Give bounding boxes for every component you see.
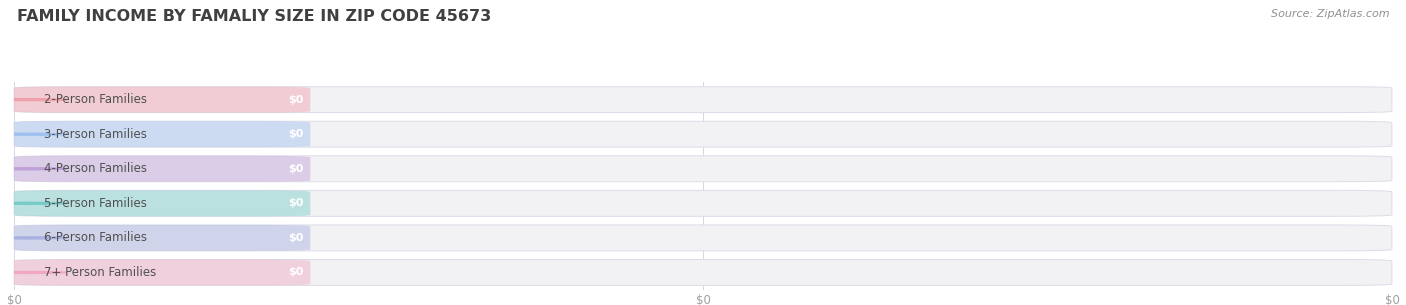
FancyBboxPatch shape bbox=[14, 156, 311, 182]
Text: 2-Person Families: 2-Person Families bbox=[45, 93, 148, 106]
FancyBboxPatch shape bbox=[14, 190, 311, 216]
Text: 7+ Person Families: 7+ Person Families bbox=[45, 266, 156, 279]
Text: $0: $0 bbox=[288, 267, 304, 278]
Text: $0: $0 bbox=[288, 233, 304, 243]
FancyBboxPatch shape bbox=[14, 260, 1392, 285]
Text: $0: $0 bbox=[288, 164, 304, 174]
Circle shape bbox=[0, 168, 67, 170]
Text: 6-Person Families: 6-Person Families bbox=[45, 231, 148, 244]
Text: $0: $0 bbox=[288, 129, 304, 139]
FancyBboxPatch shape bbox=[14, 190, 1392, 216]
FancyBboxPatch shape bbox=[14, 260, 311, 285]
Text: 5-Person Families: 5-Person Families bbox=[45, 197, 148, 210]
FancyBboxPatch shape bbox=[14, 225, 311, 251]
Circle shape bbox=[0, 99, 67, 101]
Text: 4-Person Families: 4-Person Families bbox=[45, 162, 148, 175]
Circle shape bbox=[0, 202, 67, 204]
FancyBboxPatch shape bbox=[14, 225, 1392, 251]
Text: FAMILY INCOME BY FAMALIY SIZE IN ZIP CODE 45673: FAMILY INCOME BY FAMALIY SIZE IN ZIP COD… bbox=[17, 9, 491, 24]
Circle shape bbox=[0, 271, 67, 274]
Text: $0: $0 bbox=[288, 95, 304, 105]
FancyBboxPatch shape bbox=[14, 121, 1392, 147]
Circle shape bbox=[0, 237, 67, 239]
Circle shape bbox=[0, 133, 67, 135]
FancyBboxPatch shape bbox=[14, 87, 311, 113]
Text: $0: $0 bbox=[288, 198, 304, 208]
FancyBboxPatch shape bbox=[14, 121, 311, 147]
Text: Source: ZipAtlas.com: Source: ZipAtlas.com bbox=[1271, 9, 1389, 19]
FancyBboxPatch shape bbox=[14, 87, 1392, 113]
Text: 3-Person Families: 3-Person Families bbox=[45, 128, 148, 141]
FancyBboxPatch shape bbox=[14, 156, 1392, 182]
